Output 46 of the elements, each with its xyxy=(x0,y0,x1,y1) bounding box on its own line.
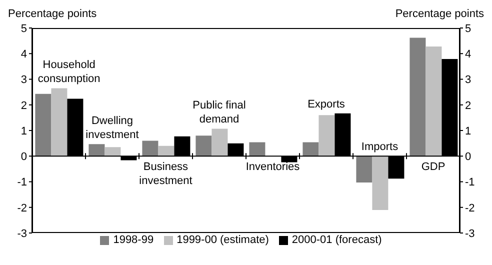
x-tick-label: Public final demand xyxy=(192,100,246,126)
y2-axis-title: Percentage points xyxy=(395,8,484,20)
x-tick-label: Dwelling investment xyxy=(86,115,139,142)
y2-tick-label: -2 xyxy=(465,202,475,214)
bar xyxy=(51,88,68,156)
y2-tick-label: 4 xyxy=(465,48,472,61)
bar xyxy=(302,142,319,156)
bar xyxy=(249,142,266,156)
x-tick-label: Imports xyxy=(361,141,399,154)
bar xyxy=(158,146,174,156)
bar xyxy=(212,128,228,156)
x-tick-label: Inventories xyxy=(246,161,300,174)
bar xyxy=(88,144,105,156)
bar xyxy=(410,38,426,156)
bar xyxy=(35,94,52,156)
y2-tick-label: -3 xyxy=(465,228,475,240)
x-tick-label: Exports xyxy=(308,98,346,110)
legend-label: 1999-00 (estimate) xyxy=(176,234,269,246)
x-tick-label: GDP xyxy=(421,161,446,174)
y2-tick-label: 3 xyxy=(465,74,472,86)
bar xyxy=(372,156,388,210)
y-tick-label: -2 xyxy=(17,202,27,214)
bar xyxy=(104,147,121,156)
x-tick-label: Household consumption xyxy=(38,59,100,86)
y2-tick-label: 1 xyxy=(465,125,472,138)
bar xyxy=(196,136,212,156)
y-tick-label: 1 xyxy=(20,125,27,138)
bar xyxy=(142,140,158,156)
bar xyxy=(318,115,335,156)
y-tick-label: 3 xyxy=(20,74,27,86)
x-tick-label: Business investment xyxy=(139,161,192,188)
y2-tick-label: -1 xyxy=(465,176,475,189)
y-tick-label: 0 xyxy=(20,151,27,164)
y-tick-label: 4 xyxy=(20,48,27,61)
y-tick-label: 2 xyxy=(20,100,27,112)
y-tick-label: 5 xyxy=(20,22,27,35)
bar xyxy=(426,46,442,156)
legend-label: 2000-01 (forecast) xyxy=(292,234,382,246)
y-axis-title: Percentage points xyxy=(8,8,97,20)
bar xyxy=(356,156,372,183)
legend-label: 1998-99 xyxy=(113,234,154,246)
y2-tick-label: 0 xyxy=(465,151,472,164)
y2-tick-label: 2 xyxy=(465,100,472,112)
y2-tick-label: 5 xyxy=(465,22,472,35)
y-tick-label: -1 xyxy=(17,176,27,189)
y-tick-label: -3 xyxy=(17,228,27,240)
